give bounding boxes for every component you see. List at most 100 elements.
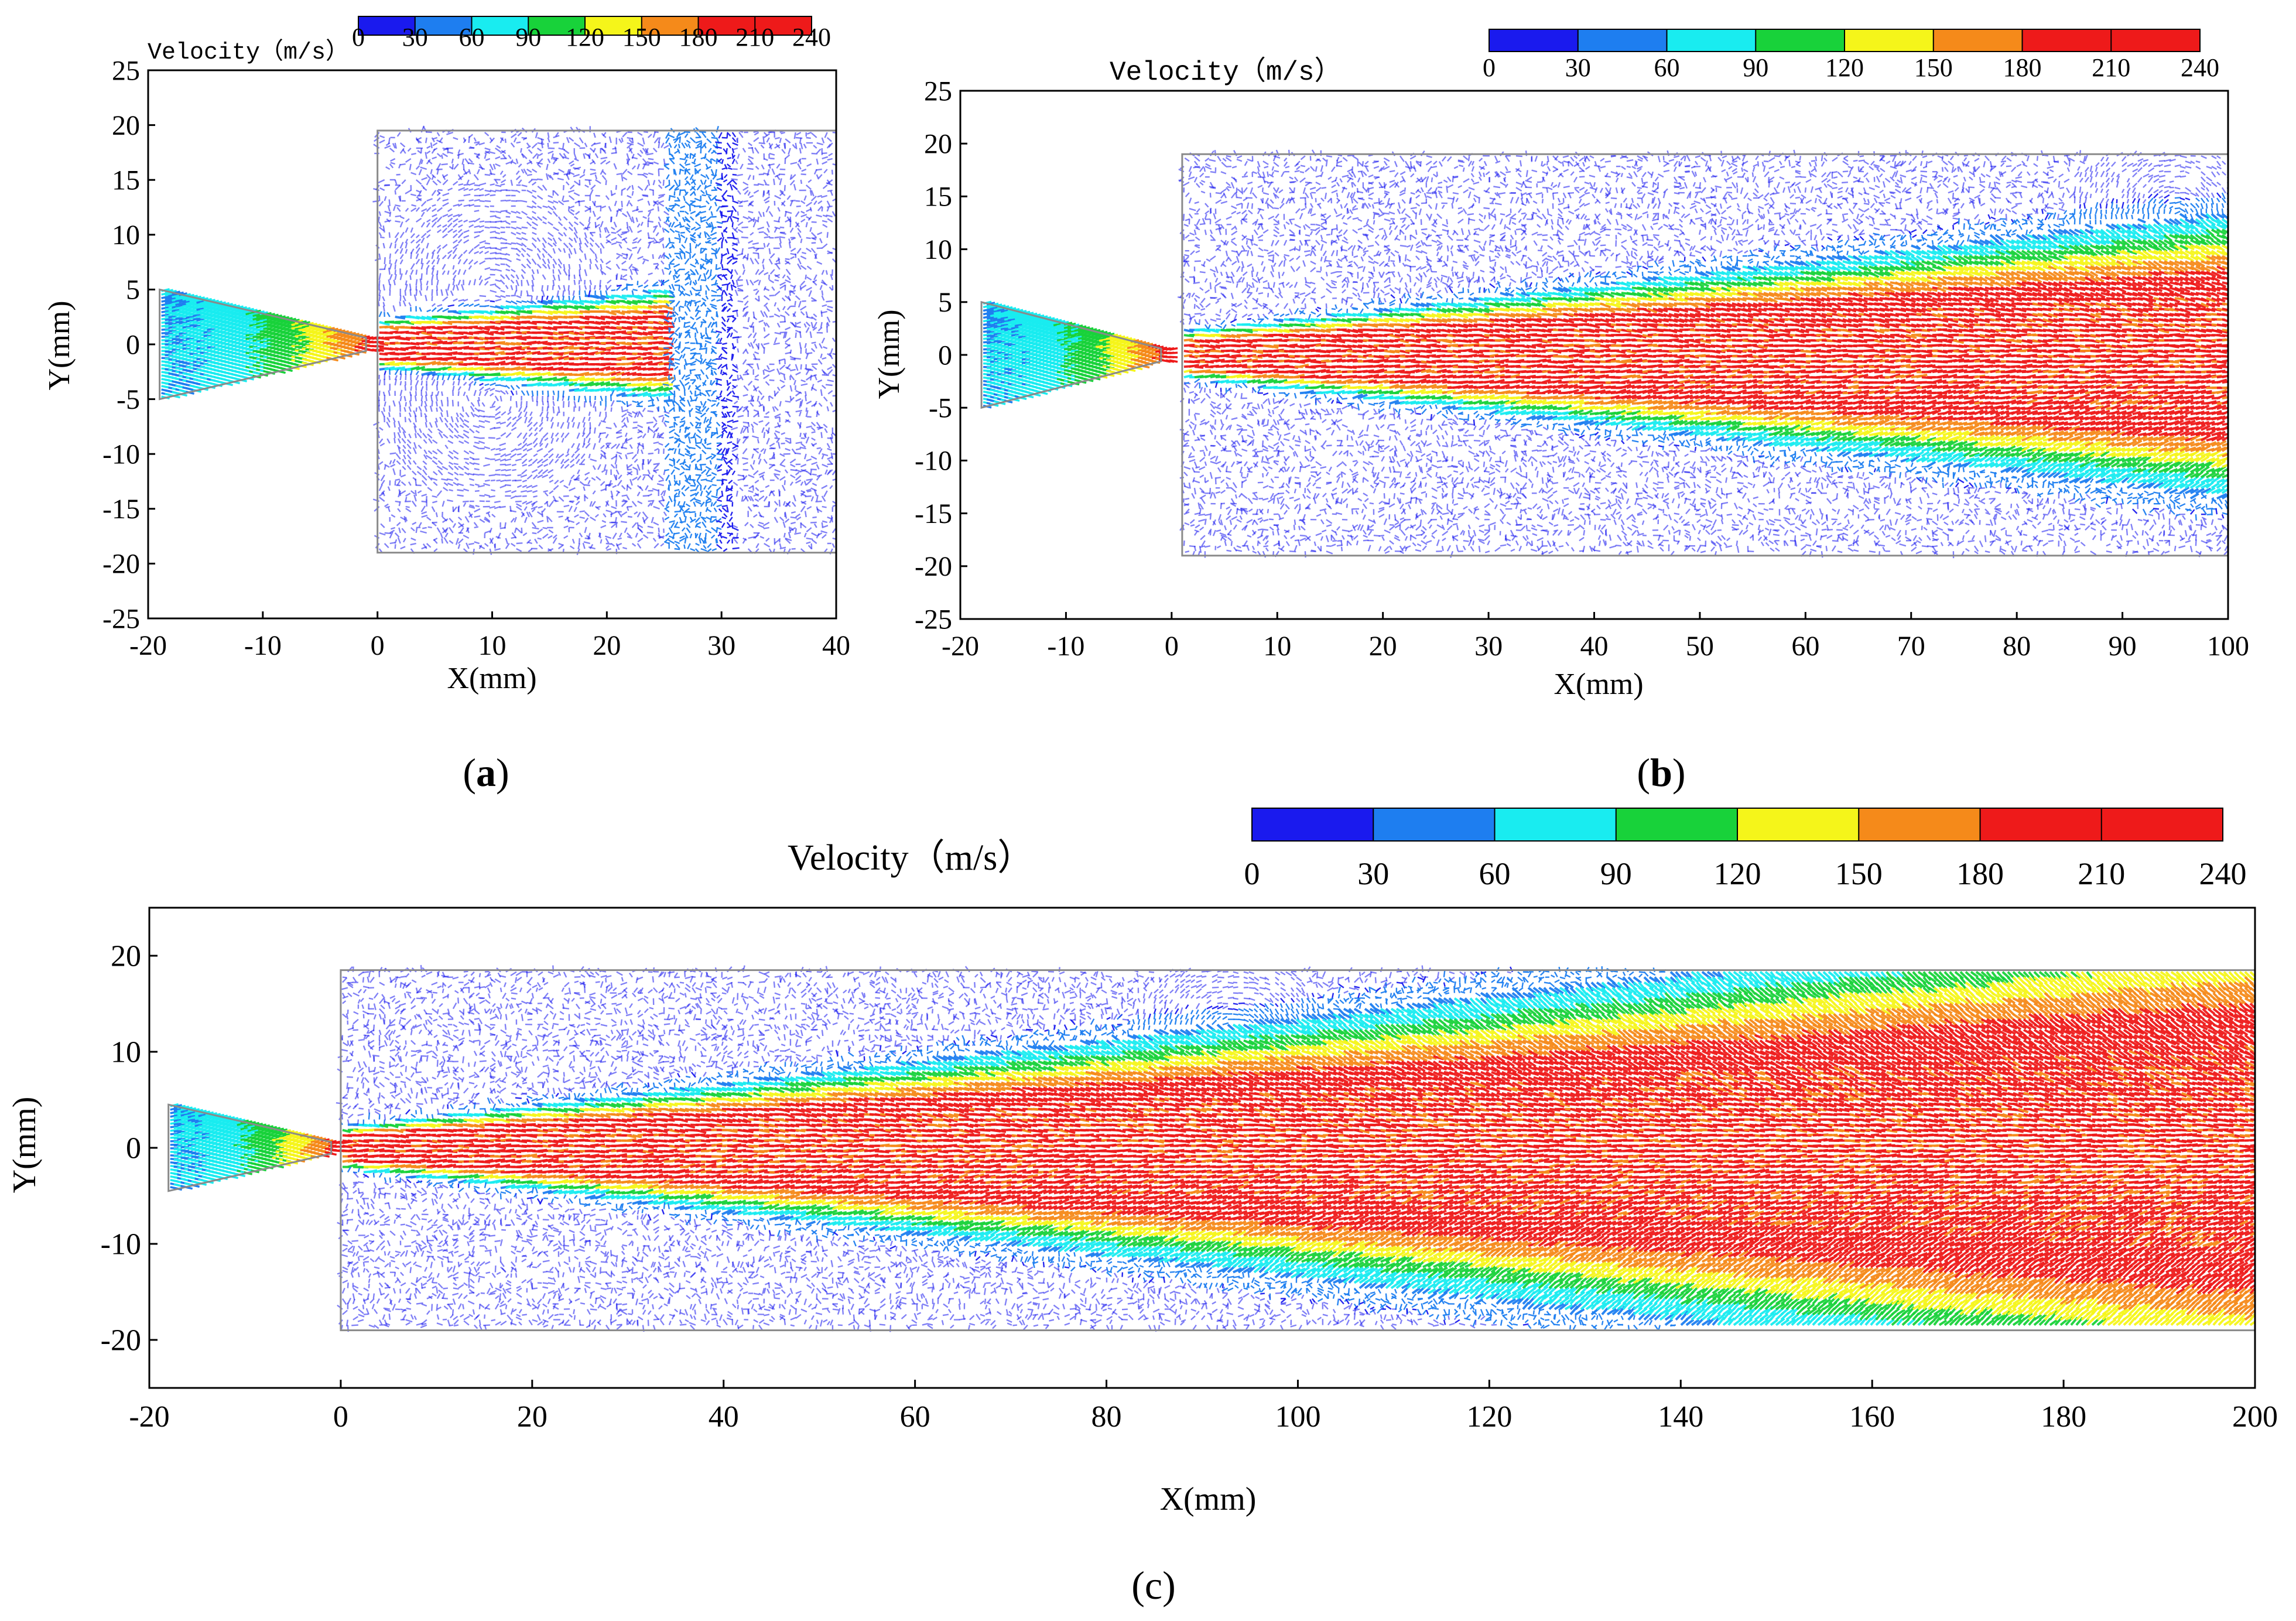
velocity-vector [572, 422, 575, 428]
velocity-vector [754, 374, 759, 378]
velocity-vector [463, 230, 470, 234]
velocity-vector [479, 494, 485, 497]
velocity-vector [436, 244, 442, 249]
velocity-vector [577, 395, 580, 403]
velocity-vector [490, 289, 497, 293]
velocity-vector [719, 539, 723, 544]
velocity-vector [757, 253, 759, 259]
velocity-vector [397, 537, 401, 544]
velocity-vector [576, 443, 580, 450]
velocity-vector [689, 517, 693, 522]
velocity-vector [771, 286, 775, 291]
velocity-vector [721, 478, 727, 481]
velocity-vector [801, 168, 807, 172]
velocity-vector [484, 340, 494, 344]
velocity-vector [623, 422, 628, 428]
velocity-vector [600, 264, 603, 270]
velocity-vector [716, 504, 723, 508]
velocity-vector [523, 406, 528, 412]
velocity-vector [454, 471, 459, 476]
velocity-vector [570, 459, 575, 463]
velocity-vector [774, 391, 779, 396]
velocity-vector [474, 303, 480, 307]
velocity-vector [781, 484, 786, 491]
velocity-vector [679, 537, 686, 542]
velocity-vector [699, 463, 706, 466]
velocity-vector [763, 295, 770, 301]
velocity-vector [676, 459, 680, 463]
velocity-vector [490, 416, 495, 418]
velocity-vector [548, 221, 553, 226]
velocity-vector [656, 483, 664, 487]
velocity-vector [800, 379, 806, 382]
velocity-vector [450, 416, 454, 423]
velocity-vector [775, 430, 781, 434]
velocity-vector [706, 216, 712, 221]
velocity-vector [687, 331, 691, 338]
velocity-vector [663, 541, 670, 545]
velocity-vector [436, 168, 443, 170]
velocity-vector [785, 502, 791, 507]
velocity-vector [442, 270, 446, 275]
velocity-vector [696, 316, 702, 320]
velocity-vector [778, 442, 781, 449]
velocity-vector [716, 543, 723, 549]
velocity-vector [606, 548, 612, 551]
velocity-vector [496, 145, 501, 149]
velocity-vector [547, 264, 550, 269]
velocity-vector [410, 172, 417, 176]
velocity-vector [398, 427, 401, 433]
velocity-vector [702, 521, 707, 528]
velocity-vector [721, 316, 726, 322]
velocity-vector [474, 442, 480, 444]
velocity-vector [510, 279, 515, 284]
velocity-vector [542, 371, 551, 376]
velocity-vector [658, 254, 662, 259]
velocity-vector [705, 174, 710, 180]
velocity-vector [744, 522, 749, 526]
velocity-vector [511, 226, 517, 230]
velocity-vector [662, 227, 665, 233]
velocity-vector [490, 305, 496, 308]
velocity-vector [711, 331, 717, 334]
velocity-vector [547, 232, 554, 237]
velocity-vector [596, 216, 601, 220]
velocity-vector [691, 286, 696, 291]
velocity-vector [457, 238, 463, 244]
velocity-vector [547, 142, 549, 148]
velocity-vector [463, 381, 467, 386]
velocity-vector [710, 432, 713, 439]
velocity-vector [629, 444, 633, 449]
velocity-vector [579, 481, 586, 486]
velocity-vector [681, 374, 686, 380]
velocity-vector [642, 137, 645, 145]
velocity-vector [473, 279, 477, 286]
velocity-vector [658, 193, 665, 197]
velocity-vector [724, 448, 728, 456]
velocity-vector [710, 211, 713, 216]
velocity-vector [652, 416, 658, 422]
velocity-vector [757, 183, 764, 186]
velocity-vector [607, 279, 612, 284]
velocity-vector [800, 255, 807, 260]
velocity-vector [703, 485, 707, 490]
velocity-vector [457, 279, 461, 286]
velocity-vector [804, 511, 807, 518]
velocity-vector [726, 283, 729, 291]
velocity-vector [661, 142, 665, 148]
velocity-vector [548, 194, 553, 199]
velocity-vector [615, 228, 622, 233]
velocity-vector [694, 305, 700, 312]
velocity-vector [429, 405, 433, 412]
velocity-vector [487, 512, 491, 518]
velocity-vector [692, 432, 696, 438]
velocity-vector [799, 446, 806, 450]
velocity-vector [684, 448, 690, 453]
velocity-vector [642, 433, 646, 439]
velocity-vector [426, 265, 430, 270]
velocity-vector [726, 318, 730, 323]
velocity-vector [732, 261, 738, 265]
velocity-vector [658, 371, 669, 376]
velocity-vector [642, 355, 653, 360]
velocity-vector [806, 488, 812, 492]
